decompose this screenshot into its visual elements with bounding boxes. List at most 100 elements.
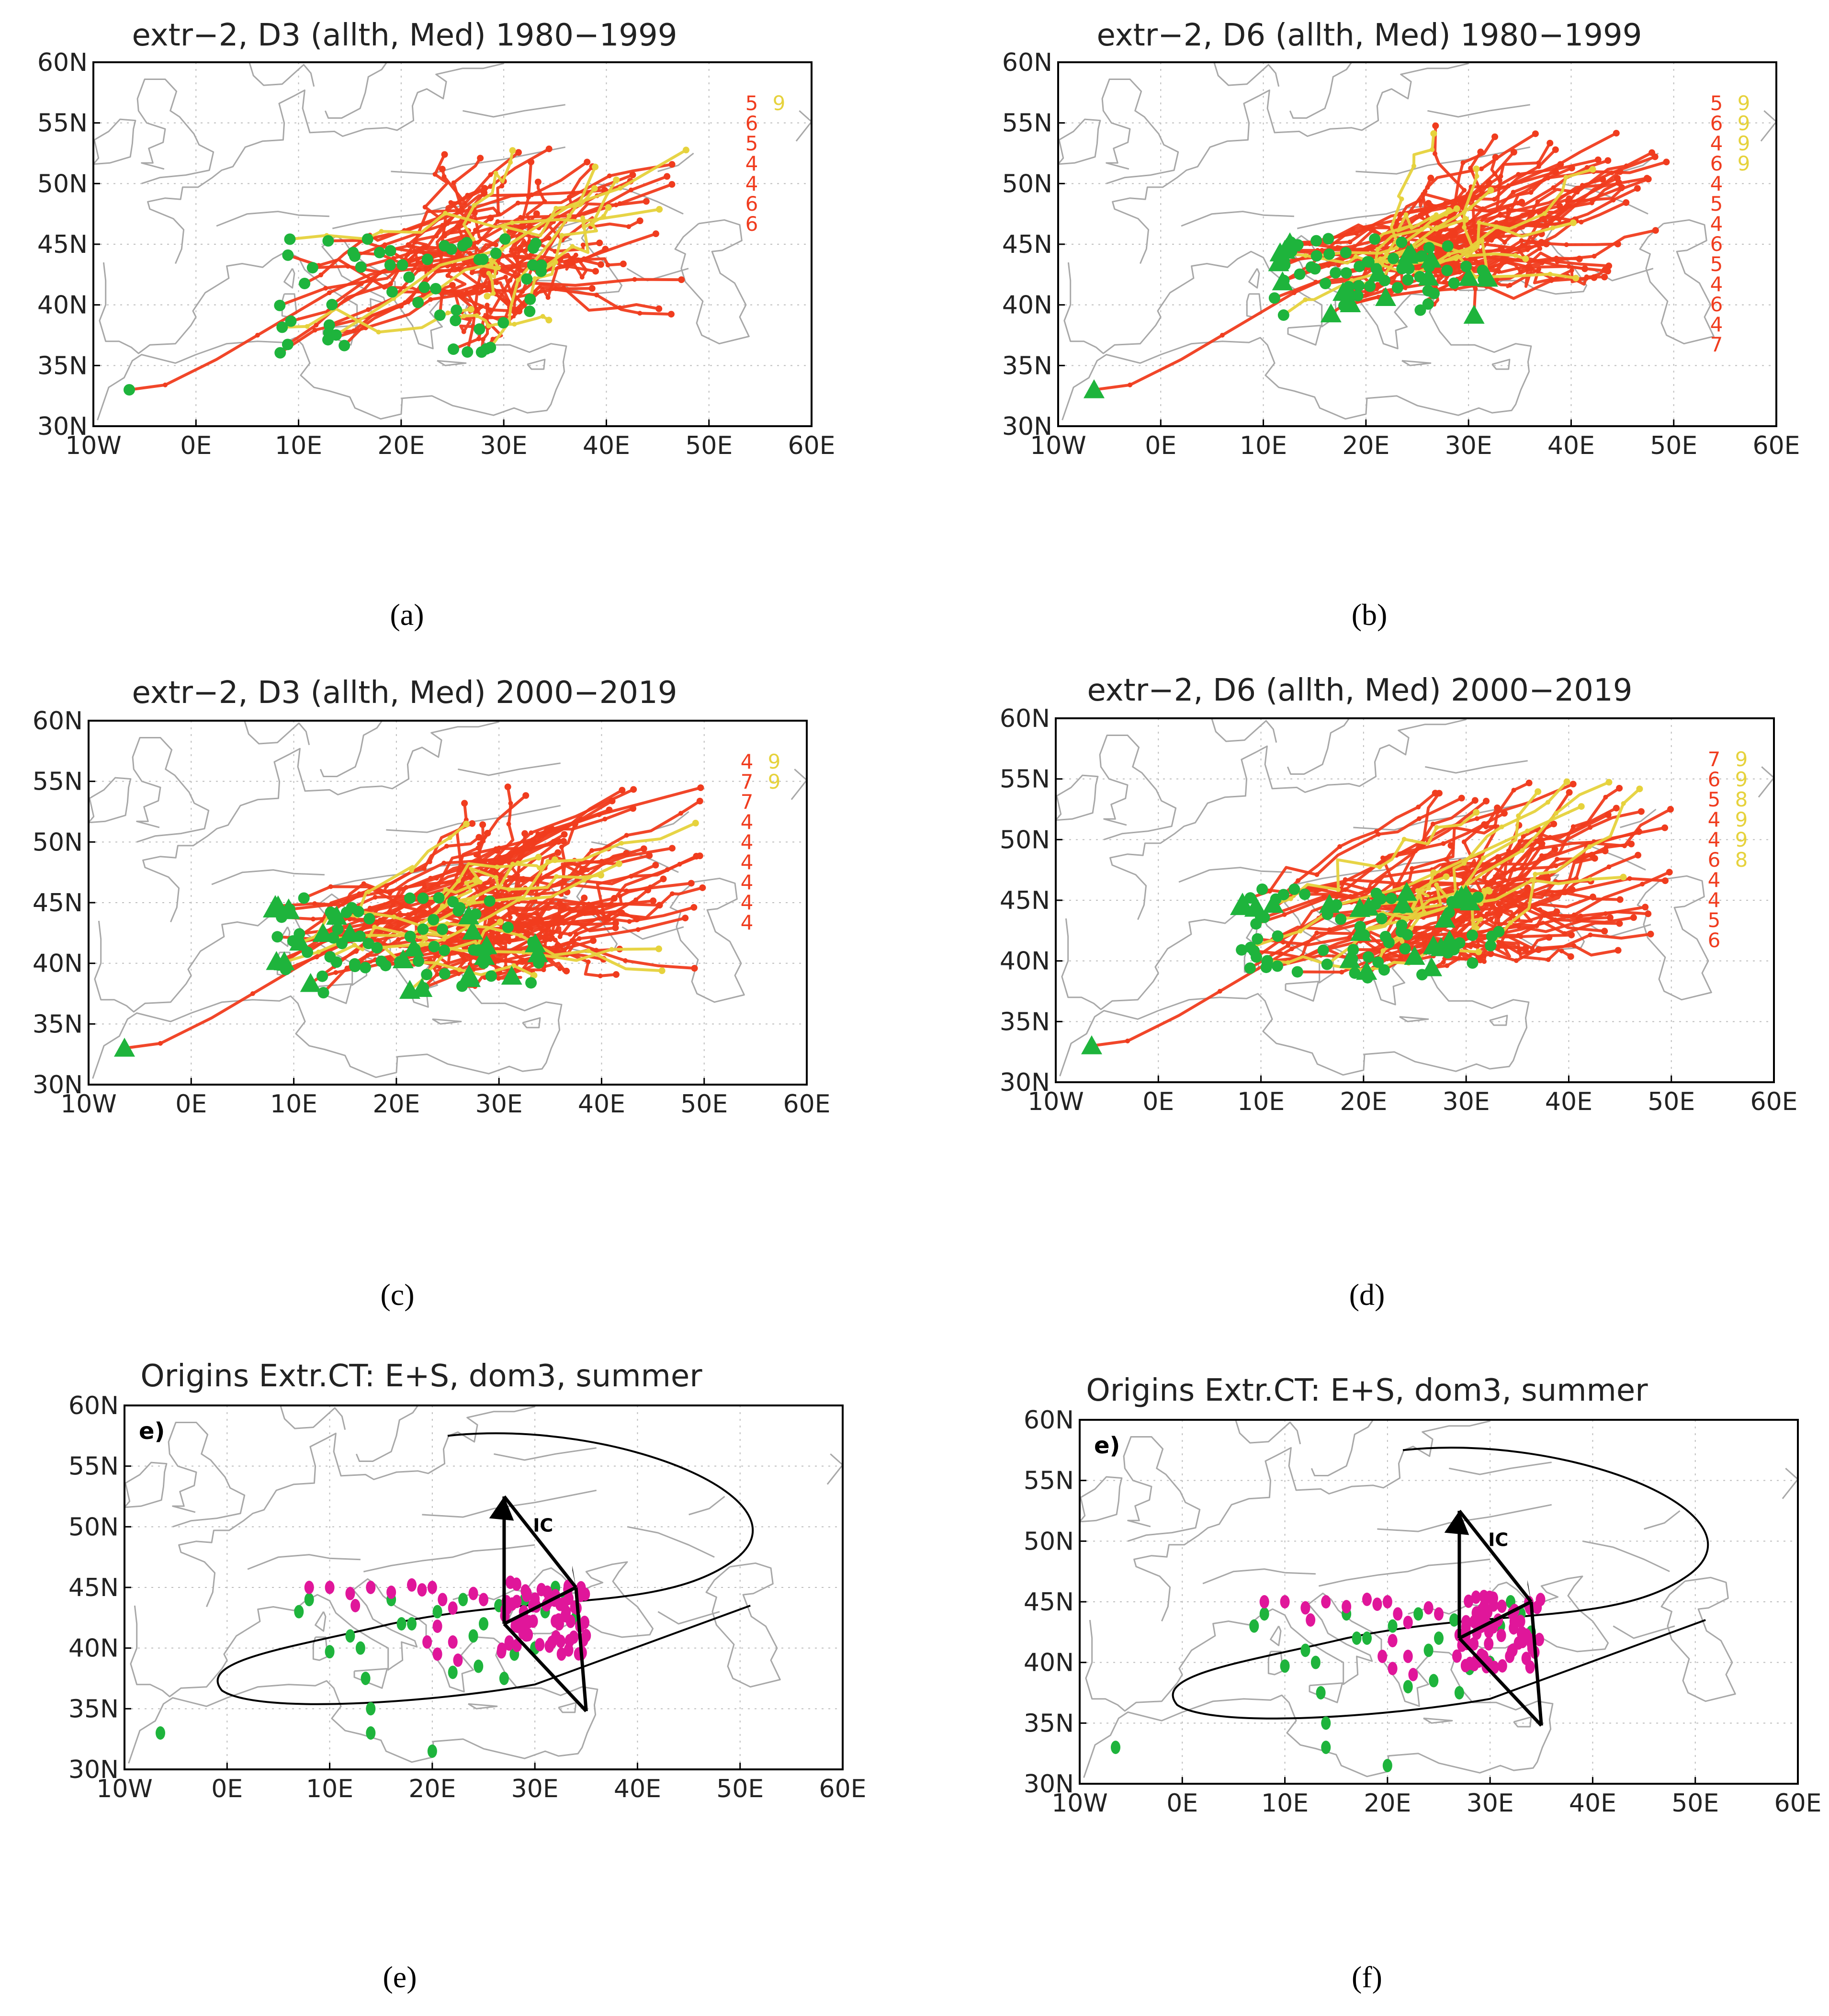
genesis-triangle-marker <box>527 943 549 963</box>
x-tick-label: 20E <box>408 1775 456 1803</box>
track-point <box>486 323 491 328</box>
track-point <box>1533 872 1538 877</box>
track-end-point <box>509 147 516 154</box>
track-point <box>373 895 378 900</box>
x-tick-label: 30E <box>1443 1087 1490 1116</box>
track-point <box>528 252 533 258</box>
genesis-dot-marker <box>352 906 364 917</box>
track-end-point <box>1552 146 1559 153</box>
count-label: 6 <box>1708 929 1721 952</box>
origin-magenta-marker <box>1377 1650 1388 1663</box>
origin-magenta-marker <box>386 1586 396 1599</box>
track-point <box>1443 212 1448 217</box>
coastline <box>244 720 310 746</box>
origin-magenta-marker <box>1535 1632 1545 1646</box>
genesis-dot-marker <box>1244 941 1256 953</box>
track-point <box>448 200 453 205</box>
count-label: 7 <box>1708 748 1721 771</box>
track-point <box>1337 844 1343 849</box>
genesis-dot-marker <box>1472 891 1484 903</box>
track-point <box>580 242 586 248</box>
track-line <box>1282 792 1436 896</box>
track-end-point <box>1427 174 1434 181</box>
genesis-triangle-marker <box>458 964 480 984</box>
track-point <box>1446 252 1451 257</box>
track-point <box>451 180 456 185</box>
coastline <box>1513 1716 1532 1728</box>
track-point <box>635 927 641 932</box>
track-point <box>491 291 496 296</box>
track-end-point <box>613 176 620 183</box>
track-end-point <box>1616 920 1623 927</box>
track-end-point <box>1647 930 1654 938</box>
track-point <box>488 307 493 313</box>
count-label: 5 <box>745 91 758 115</box>
track-end-point <box>1494 804 1501 811</box>
track-point <box>1433 151 1438 156</box>
track-point <box>1477 220 1482 225</box>
genesis-dot-marker <box>1261 955 1273 967</box>
track-end-point <box>461 800 468 807</box>
track-end-point <box>1645 910 1652 917</box>
count-label: 4 <box>1708 868 1721 892</box>
track-point <box>361 881 366 886</box>
track-point <box>461 329 466 334</box>
genesis-dot-marker <box>1441 264 1453 276</box>
track-end-point <box>1568 164 1575 171</box>
coastline <box>1425 760 1528 774</box>
origin-magenta-marker <box>468 1586 478 1600</box>
track-point <box>344 899 349 904</box>
track-point <box>1462 188 1467 193</box>
track-point <box>1375 247 1380 252</box>
genesis-dot-marker <box>317 987 329 999</box>
track-point <box>1492 197 1497 202</box>
x-tick-label: 20E <box>1342 431 1389 460</box>
track-point <box>478 304 484 309</box>
track-point <box>359 281 364 286</box>
coastline <box>1123 1436 1201 1542</box>
track-point <box>1584 274 1589 280</box>
track-end-point <box>1661 877 1669 884</box>
track-point <box>1296 878 1301 883</box>
track-point <box>365 953 370 958</box>
track-point <box>1423 238 1428 243</box>
coastline <box>1133 1420 1490 1622</box>
genesis-dot-marker <box>362 938 374 950</box>
genesis-dot-marker <box>497 317 509 328</box>
track-point <box>582 877 587 883</box>
track-end-point <box>1453 205 1460 212</box>
genesis-dot-marker <box>451 304 463 316</box>
genesis-dot-marker <box>282 249 294 261</box>
genesis-dot-marker <box>1399 943 1411 955</box>
track-point <box>344 965 350 971</box>
track-point <box>357 891 362 896</box>
coastline <box>621 926 684 940</box>
origin-magenta-marker <box>1321 1595 1331 1608</box>
origin-green-marker <box>396 1617 406 1631</box>
origin-green-marker <box>1352 1631 1362 1645</box>
track-point <box>379 229 384 234</box>
track-end-point <box>1432 790 1439 797</box>
track-end-point <box>650 897 657 905</box>
track-line <box>287 254 519 313</box>
genesis-dot-marker <box>1309 263 1321 275</box>
track-point <box>460 952 465 957</box>
genesis-dot-marker <box>326 299 338 311</box>
track-point <box>382 284 387 290</box>
track-line <box>1433 219 1576 295</box>
track-end-point <box>1458 794 1465 802</box>
track-point <box>1219 333 1225 338</box>
track-end-point <box>682 147 689 154</box>
axes: 10W 0E 10E 20E 30E 40E 50E 60E30N35N40N45N50N55… <box>1000 704 1798 1116</box>
track-point <box>394 926 399 931</box>
origin-green-marker <box>1382 1759 1392 1772</box>
track-point <box>1479 166 1484 171</box>
genesis-dot-marker <box>1416 250 1428 262</box>
genesis-markers <box>124 233 547 396</box>
y-tick-label: 60N <box>1024 1406 1074 1435</box>
y-tick-label: 50N <box>1002 170 1052 198</box>
count-label: 4 <box>1708 828 1721 851</box>
track-point <box>617 201 622 206</box>
coastline <box>1489 1015 1508 1026</box>
